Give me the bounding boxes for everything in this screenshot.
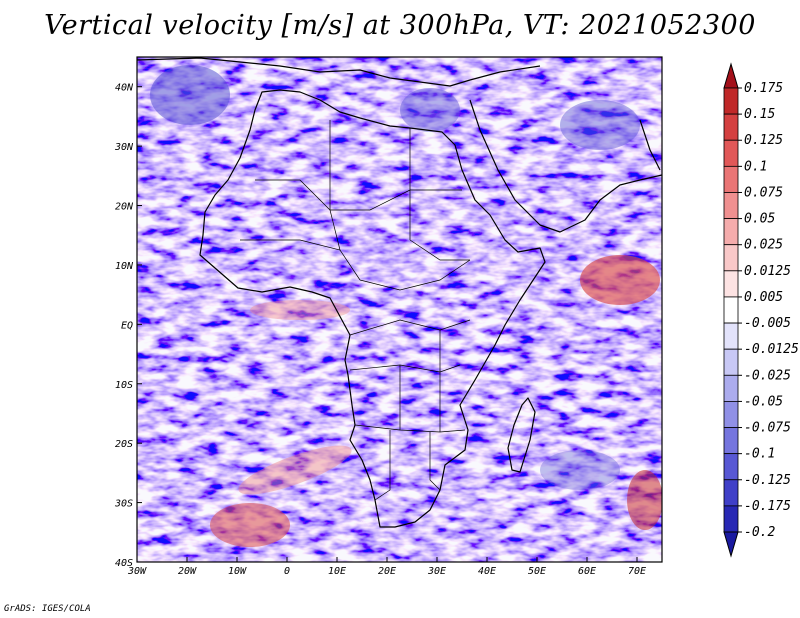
colorbar-label: 0.0125 [744,264,791,279]
y-tick-label: 10N [115,261,134,272]
x-tick-label: 60E [578,566,596,577]
colorbar-label: -0.175 [744,499,791,514]
colorbar-swatch [723,427,739,455]
colorbar-swatch [723,192,739,219]
colorbar-label: -0.0125 [744,342,799,357]
colorbar-bottom-arrow [723,531,739,558]
colorbar-label: -0.2 [744,525,775,540]
colorbar-label: -0.125 [744,473,791,488]
y-axis: 40N 30N 20N 10N EQ 10S 20S 30S 40S [114,83,142,569]
colorbar-label: -0.005 [744,316,791,331]
y-tick-label: 10S [115,380,133,391]
colorbar-label: 0.025 [744,238,783,253]
arabia-coast [469,99,662,233]
colorbar-swatch [723,374,739,402]
y-tick-label: 40N [115,83,134,94]
x-axis: 30W 20W 10W 0 10E 20E 30E 40E 50E 60E 70E [127,557,646,577]
madagascar [507,397,536,473]
colorbar-swatch [723,296,739,324]
plot-frame [136,56,663,563]
x-tick-label: 20E [378,566,396,577]
colorbar-swatch [723,322,739,350]
colorbar-label: -0.075 [744,421,791,436]
country-borders [240,120,471,501]
colorbar-swatch [723,505,739,533]
colorbar-swatch [723,218,739,246]
colorbar-label: -0.025 [744,368,791,383]
x-tick-label: 30W [127,566,147,577]
velocity-field [137,57,662,562]
europe-coast [137,57,541,87]
africa-outline [199,89,546,528]
x-tick-label: 70E [628,566,646,577]
colorbar-swatch [723,453,739,481]
colorbar-swatch [723,113,739,141]
y-tick-label: 20S [115,439,133,450]
india-coast [639,119,661,171]
y-tick-label: 20N [115,202,134,213]
colorbar-top-arrow [723,62,739,89]
colorbar-label: 0.075 [744,185,783,200]
colorbar: 0.175 0.15 0.125 0.1 0.075 0.05 0.025 0.0125 0.0… [723,62,799,558]
y-tick-label: 30S [114,499,133,510]
y-tick-label: 30N [114,142,134,153]
colorbar-swatch [723,165,739,193]
colorbar-swatch [723,244,739,272]
colorbar-label: 0.125 [744,133,783,148]
x-tick-label: 0 [284,566,290,577]
colorbar-swatch [723,270,739,298]
x-tick-label: 20W [178,566,197,577]
colorbar-label: 0.1 [744,159,767,174]
colorbar-swatch [723,479,739,507]
x-tick-label: 30E [427,566,446,577]
map-title: Vertical velocity [m/s] at 300hPa, VT: 2… [44,10,756,41]
x-tick-label: 50E [528,566,546,577]
colorbar-label: 0.05 [744,212,775,227]
colorbar-swatch [723,139,739,167]
colorbar-label: -0.1 [744,447,775,462]
grads-credit: GrADS: IGES/COLA [4,604,91,614]
y-tick-label: 40S [115,558,133,569]
colorbar-swatch [723,348,739,376]
x-tick-label: 10W [228,566,247,577]
x-tick-label: 40E [478,566,496,577]
colorbar-label: 0.005 [744,290,783,305]
coastlines [137,57,662,528]
colorbar-label: 0.175 [744,81,783,96]
x-tick-label: 10E [328,566,346,577]
y-tick-label: EQ [121,320,133,331]
colorbar-label: 0.15 [744,107,775,122]
colorbar-label: -0.05 [744,394,783,409]
colorbar-swatch [723,401,739,428]
colorbar-swatch [723,87,739,115]
